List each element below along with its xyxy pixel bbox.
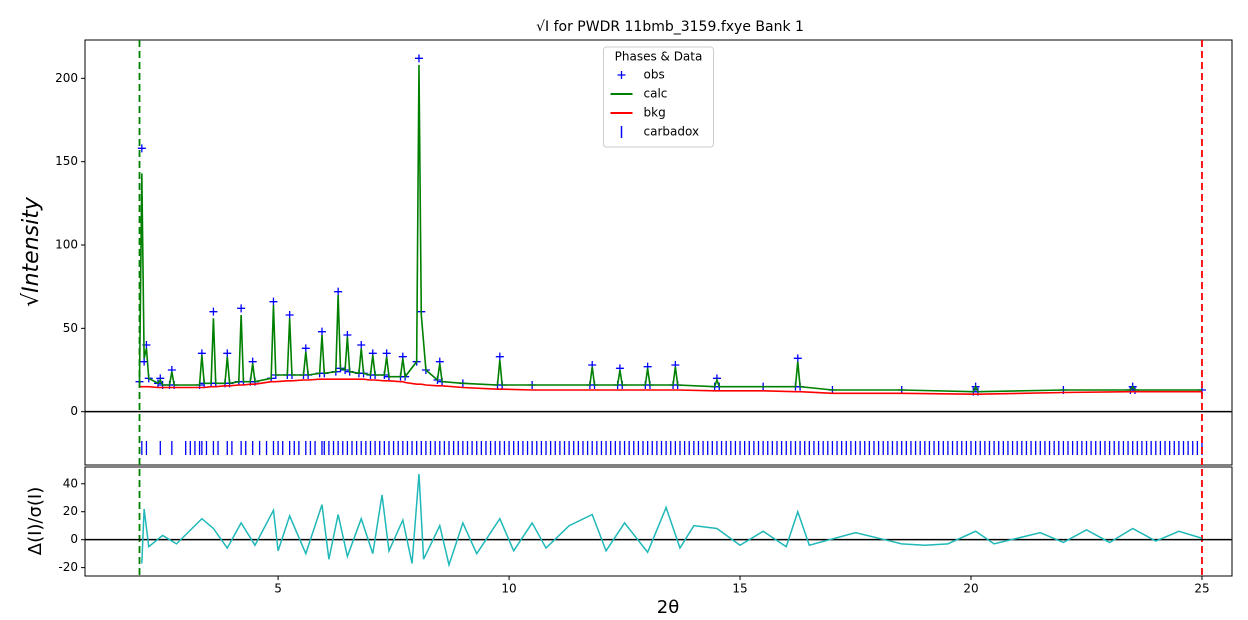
legend-label: carbadox <box>644 125 700 139</box>
y-axis-label: √Intensity <box>19 196 44 307</box>
obs-marker <box>237 304 246 313</box>
obs-marker <box>269 297 278 306</box>
obs-marker <box>414 54 423 63</box>
x-tick-label: 25 <box>1194 582 1209 596</box>
obs-marker <box>137 144 146 153</box>
y-tick-label: 40 <box>63 476 78 490</box>
chart-title: √I for PWDR 11bmb_3159.fxye Bank 1 <box>536 19 804 35</box>
x-tick-label: 15 <box>732 582 747 596</box>
x-tick-label: 20 <box>963 582 978 596</box>
y-tick-label: 0 <box>70 532 78 546</box>
plot-frame <box>84 466 1233 577</box>
y-tick-label: 150 <box>55 154 78 168</box>
y-axis-label: Δ(I)/σ(I) <box>25 487 46 556</box>
obs-marker <box>382 349 391 358</box>
bkg-line <box>139 378 1202 395</box>
obs-marker <box>357 341 366 349</box>
obs-marker <box>285 311 294 319</box>
x-tick-label: 5 <box>274 582 282 596</box>
y-tick-label: 200 <box>55 71 78 85</box>
legend-box <box>603 46 714 148</box>
legend: Phases & Data obs calc bkg carbadox <box>603 46 714 148</box>
plot-frame <box>84 39 1233 466</box>
y-tick-label: 20 <box>63 504 78 518</box>
obs-marker <box>317 327 326 336</box>
legend-label: calc <box>644 87 668 101</box>
y-tick-label: 0 <box>70 404 78 418</box>
legend-label: bkg <box>644 106 666 120</box>
x-axis-label: 2θ <box>657 597 679 618</box>
legend-swatch <box>617 71 626 79</box>
obs-marker <box>301 344 310 353</box>
obs-marker <box>223 349 232 358</box>
x-tick-label: 10 <box>501 582 516 596</box>
difference-line <box>141 473 1203 568</box>
y-tick-label: 100 <box>55 238 78 252</box>
obs-marker <box>209 307 218 316</box>
obs-marker <box>495 352 504 361</box>
y-tick-label: 50 <box>63 321 78 335</box>
calc-line <box>138 64 1202 393</box>
legend-label: obs <box>644 68 665 82</box>
legend-title: Phases & Data <box>615 50 703 64</box>
obs-marker <box>334 287 343 296</box>
obs-marker <box>793 354 802 363</box>
y-tick-label: -20 <box>58 560 78 574</box>
